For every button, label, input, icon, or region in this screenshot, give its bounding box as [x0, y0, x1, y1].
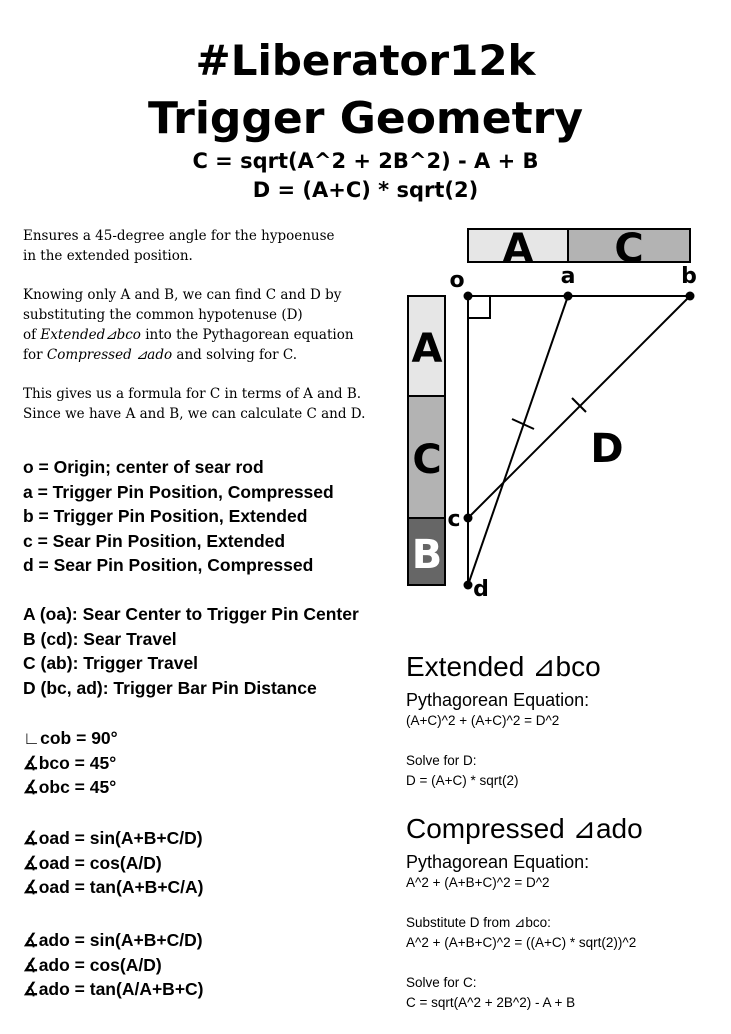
- list-item: ∡ado = sin(A+B+C/D): [23, 930, 203, 950]
- page-subtitle: Trigger Geometry: [147, 93, 584, 144]
- angles-list-1: ∟cob = 90° ∡bco = 45° ∡obc = 45°: [23, 726, 413, 800]
- intro-paragraph-3: This gives us a formula for C in terms o…: [23, 384, 403, 424]
- point-a: [563, 291, 573, 301]
- label-b: b: [681, 264, 697, 289]
- list-item: ∡bco = 45°: [23, 752, 117, 773]
- intro-paragraph-2: Knowing only A and B, we can find C and …: [23, 285, 403, 365]
- list-item: ∡obc = 45°: [23, 777, 117, 798]
- line-ad: [467, 295, 569, 586]
- lengths-list: A (oa): Sear Center to Trigger Pin Cente…: [23, 602, 413, 700]
- intro-p3-line1: This gives us a formula for C in terms o…: [23, 386, 362, 402]
- tick-mark-bc: [571, 397, 587, 413]
- intro-p1-line1: Ensures a 45-degree angle for the hypoen…: [23, 228, 335, 244]
- intro-p3-line2: Since we have A and B, we can calculate …: [23, 406, 366, 422]
- compressed-title: Compressed ⊿ado: [406, 813, 643, 844]
- list-item: B (cd): Sear Travel: [23, 628, 177, 649]
- intro-p2-line4-italic: Compressed ⊿ado: [46, 347, 173, 363]
- point-d: [463, 580, 473, 590]
- bar-top-c-label: C: [614, 226, 643, 272]
- point-c: [463, 513, 473, 523]
- list-item: D (bc, ad): Trigger Bar Pin Distance: [23, 677, 317, 698]
- angles-list-3: ∡ado = sin(A+B+C/D) ∡ado = cos(A/D) ∡ado…: [23, 928, 413, 1002]
- bar-left-c-label: C: [412, 437, 441, 483]
- list-item: o = Origin; center of sear rod: [23, 457, 264, 477]
- list-item: d = Sear Pin Position, Compressed: [23, 555, 314, 576]
- line-bc: [467, 295, 691, 519]
- bar-top-a-label: A: [503, 226, 534, 272]
- label-a: a: [561, 264, 576, 289]
- list-item: a = Trigger Pin Position, Compressed: [23, 481, 334, 502]
- extended-solve-equation: D = (A+C) * sqrt(2): [406, 773, 519, 788]
- list-item: ∡oad = cos(A/D): [23, 852, 162, 873]
- point-o: [463, 291, 473, 301]
- formula-c: C = sqrt(A^2 + 2B^2) - A + B: [192, 149, 539, 173]
- intro-p2-line1: Knowing only A and B, we can find C and …: [23, 287, 342, 303]
- list-item: ∟cob = 90°: [23, 728, 118, 748]
- compressed-solve-equation: C = sqrt(A^2 + 2B^2) - A + B: [406, 995, 576, 1010]
- list-item: ∡ado = cos(A/D): [23, 954, 162, 975]
- points-list: o = Origin; center of sear rod a = Trigg…: [23, 455, 413, 578]
- page-title: #Liberator12k: [195, 36, 536, 85]
- list-item: b = Trigger Pin Position, Extended: [23, 506, 308, 527]
- bar-left-a-label: A: [412, 326, 443, 372]
- list-item: A (oa): Sear Center to Trigger Pin Cente…: [23, 604, 359, 624]
- extended-equation: (A+C)^2 + (A+C)^2 = D^2: [406, 713, 560, 728]
- label-D: D: [590, 426, 623, 472]
- list-item: ∡oad = tan(A+B+C/A): [23, 877, 204, 898]
- intro-p2-line4-pre: for: [23, 347, 47, 363]
- compressed-subtitle: Pythagorean Equation:: [406, 852, 590, 872]
- bar-top-c-segment: [567, 228, 691, 263]
- point-b: [685, 291, 695, 301]
- bar-left-c-segment: [407, 395, 446, 519]
- extended-solve-label: Solve for D:: [406, 753, 477, 768]
- compressed-subst-label: Substitute D from ⊿bco:: [406, 915, 551, 930]
- intro-p2-line2: substituting the common hypotenuse (D): [23, 307, 303, 323]
- list-item: ∡ado = tan(A/A+B+C): [23, 979, 204, 1000]
- compressed-subst-equation: A^2 + (A+B+C)^2 = ((A+C) * sqrt(2))^2: [406, 935, 637, 950]
- formula-d: D = (A+C) * sqrt(2): [252, 178, 479, 202]
- label-o: o: [449, 268, 464, 293]
- compressed-solve-label: Solve for C:: [406, 975, 477, 990]
- intro-p1-line2: in the extended position.: [23, 248, 193, 264]
- intro-paragraph-1: Ensures a 45-degree angle for the hypoen…: [23, 226, 403, 266]
- intro-p2-line4-post: and solving for C.: [172, 347, 298, 363]
- bar-left-b-label: B: [412, 532, 443, 578]
- intro-text: Ensures a 45-degree angle for the hypoen…: [23, 226, 403, 443]
- list-item: C (ab): Trigger Travel: [23, 653, 199, 674]
- extended-subtitle: Pythagorean Equation:: [406, 690, 590, 710]
- intro-p2-line3-post: into the Pythagorean equation: [140, 327, 354, 343]
- list-item: ∡oad = sin(A+B+C/D): [23, 828, 203, 848]
- label-d: d: [473, 577, 489, 602]
- compressed-equation: A^2 + (A+B+C)^2 = D^2: [406, 875, 550, 890]
- right-angle-marker: [468, 296, 491, 319]
- label-c: c: [447, 507, 460, 532]
- intro-p2-line3-italic: Extended⊿bco: [40, 327, 141, 343]
- tick-mark-ad: [511, 418, 535, 430]
- extended-title: Extended ⊿bco: [406, 651, 601, 682]
- angles-list-2: ∡oad = sin(A+B+C/D) ∡oad = cos(A/D) ∡oad…: [23, 826, 413, 900]
- list-item: c = Sear Pin Position, Extended: [23, 530, 286, 551]
- bar-left-b-segment: [407, 517, 446, 586]
- intro-p2-line3-pre: of: [23, 327, 41, 343]
